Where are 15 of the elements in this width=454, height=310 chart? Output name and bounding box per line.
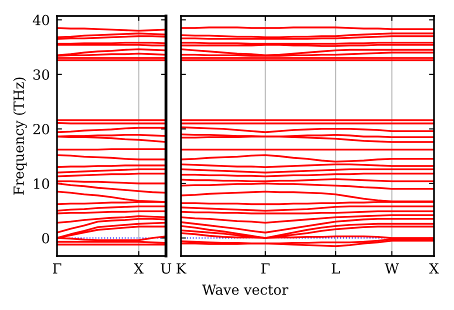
x-tick-label: K [176, 263, 186, 274]
x-axis-title: Wave vector [202, 284, 288, 295]
y-tick-label: 10 [34, 178, 50, 189]
x-tick-label: U [160, 263, 172, 274]
y-axis-title: Frequency (THz) [13, 78, 27, 195]
y-tick-label: 20 [33, 124, 50, 134]
x-tick-label: Γ [261, 263, 270, 274]
x-tick-label: Γ [52, 263, 62, 274]
x-tick-label: L [332, 263, 340, 274]
y-tick-label: 30 [33, 69, 50, 80]
x-tick-label: X [429, 263, 439, 274]
x-tick-label: W [384, 263, 399, 274]
x-tick-label: X [134, 263, 144, 274]
y-tick-label: 0 [42, 232, 50, 244]
y-tick-label: 40 [32, 14, 50, 26]
